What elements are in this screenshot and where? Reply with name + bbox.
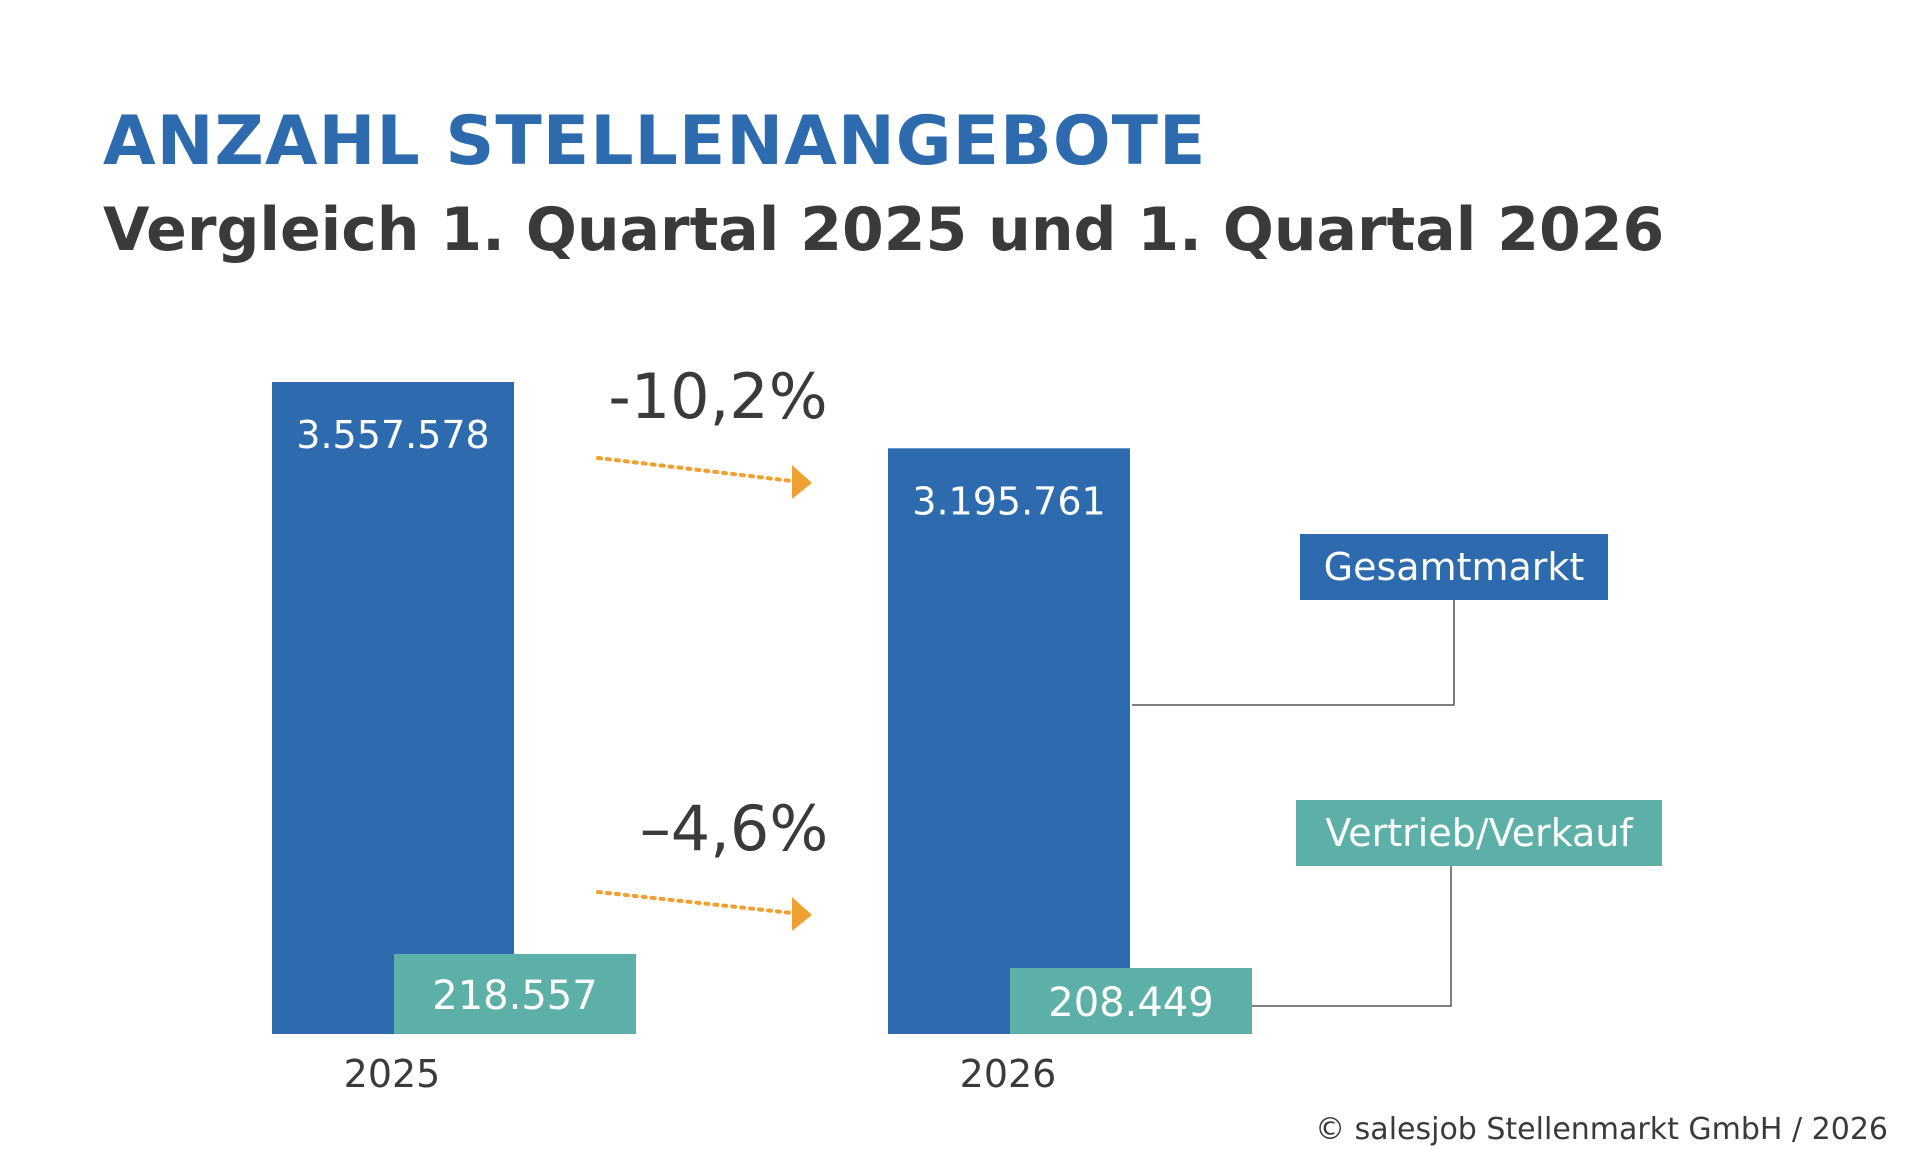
- change-arrow-head-1: [792, 465, 812, 499]
- data-label-gesamtmarkt-2026: 3.195.761: [912, 479, 1105, 523]
- legend-box-gesamtmarkt: [1300, 534, 1608, 600]
- chart-title: ANZAHL STELLENANGEBOTE: [103, 102, 1207, 181]
- bar-gesamtmarkt-2025: [272, 382, 514, 1034]
- data-label-vertrieb-2026: 208.449: [1048, 980, 1213, 1026]
- legend-connector-vertrieb: [1252, 866, 1452, 1007]
- x-tick-label-2026: 2026: [960, 1052, 1057, 1096]
- change-label-gesamtmarkt: -10,2%: [608, 360, 827, 433]
- change-arrow-head-2: [792, 897, 812, 931]
- bar-gesamtmarkt-2026: [888, 448, 1130, 1034]
- legend-label-gesamtmarkt: Gesamtmarkt: [1324, 545, 1585, 589]
- legend-label-vertrieb: Vertrieb/Verkauf: [1325, 811, 1634, 855]
- change-arrow-line-1: [596, 456, 794, 483]
- change-arrow-line-2: [596, 890, 794, 915]
- bar-vertrieb-2025: [394, 954, 636, 1034]
- data-label-vertrieb-2025: 218.557: [432, 973, 597, 1019]
- x-tick-label-2025: 2025: [344, 1052, 441, 1096]
- legend-connector-gesamtmarkt: [1132, 600, 1455, 706]
- data-label-gesamtmarkt-2025: 3.557.578: [296, 413, 489, 457]
- legend-box-vertrieb: [1296, 800, 1662, 866]
- change-label-vertrieb: –4,6%: [640, 792, 829, 865]
- copyright-text: © salesjob Stellenmarkt GmbH / 2026: [1315, 1112, 1888, 1147]
- bar-vertrieb-2026: [1010, 968, 1252, 1034]
- chart-subtitle: Vergleich 1. Quartal 2025 und 1. Quartal…: [103, 195, 1665, 265]
